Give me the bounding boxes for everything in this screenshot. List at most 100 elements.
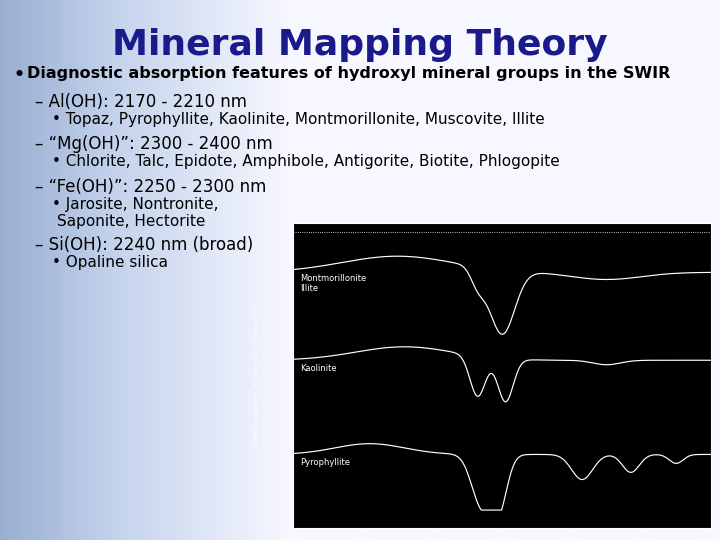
- Bar: [439, 0, 443, 540]
- Bar: [40, 0, 43, 540]
- Bar: [457, 0, 461, 540]
- Bar: [436, 0, 439, 540]
- Bar: [202, 0, 205, 540]
- Bar: [688, 0, 691, 540]
- Bar: [472, 0, 475, 540]
- Bar: [335, 0, 338, 540]
- Bar: [418, 0, 421, 540]
- Text: – Al(OH): 2170 - 2210 nm: – Al(OH): 2170 - 2210 nm: [35, 93, 247, 111]
- Bar: [324, 0, 328, 540]
- Bar: [306, 0, 310, 540]
- Bar: [223, 0, 227, 540]
- Bar: [428, 0, 432, 540]
- Bar: [173, 0, 176, 540]
- Bar: [0, 0, 4, 540]
- Bar: [356, 0, 360, 540]
- Bar: [716, 0, 720, 540]
- Bar: [331, 0, 335, 540]
- Bar: [216, 0, 220, 540]
- Bar: [310, 0, 313, 540]
- Bar: [220, 0, 223, 540]
- Bar: [227, 0, 230, 540]
- Bar: [569, 0, 572, 540]
- Bar: [97, 0, 101, 540]
- Bar: [684, 0, 688, 540]
- Bar: [108, 0, 112, 540]
- Text: • Topaz, Pyrophyllite, Kaolinite, Montmorillonite, Muscovite, Illite: • Topaz, Pyrophyllite, Kaolinite, Montmo…: [52, 112, 545, 127]
- Text: Mineral Mapping Theory: Mineral Mapping Theory: [112, 28, 608, 62]
- Bar: [266, 0, 270, 540]
- Bar: [382, 0, 385, 540]
- Bar: [29, 0, 32, 540]
- Bar: [403, 0, 407, 540]
- Bar: [605, 0, 608, 540]
- Bar: [432, 0, 436, 540]
- Text: • Jarosite, Nontronite,: • Jarosite, Nontronite,: [52, 197, 218, 212]
- Bar: [238, 0, 241, 540]
- Bar: [360, 0, 364, 540]
- Bar: [709, 0, 713, 540]
- Bar: [587, 0, 590, 540]
- Bar: [234, 0, 238, 540]
- Bar: [180, 0, 184, 540]
- Bar: [349, 0, 353, 540]
- Bar: [50, 0, 54, 540]
- Bar: [54, 0, 58, 540]
- Bar: [547, 0, 551, 540]
- Bar: [490, 0, 493, 540]
- Bar: [691, 0, 695, 540]
- Bar: [166, 0, 169, 540]
- Bar: [205, 0, 209, 540]
- Bar: [11, 0, 14, 540]
- Bar: [616, 0, 619, 540]
- Bar: [284, 0, 288, 540]
- Bar: [590, 0, 594, 540]
- Text: • Chlorite, Talc, Epidote, Amphibole, Antigorite, Biotite, Phlogopite: • Chlorite, Talc, Epidote, Amphibole, An…: [52, 154, 559, 169]
- Text: ELENV quotient:  X rod=300, Y rod=5.00: ELENV quotient: X rod=300, Y rod=5.00: [254, 304, 261, 447]
- Bar: [673, 0, 677, 540]
- Bar: [410, 0, 414, 540]
- Bar: [270, 0, 274, 540]
- Bar: [680, 0, 684, 540]
- Bar: [47, 0, 50, 540]
- Bar: [558, 0, 562, 540]
- Bar: [194, 0, 198, 540]
- Bar: [61, 0, 65, 540]
- Bar: [112, 0, 115, 540]
- Bar: [655, 0, 659, 540]
- Bar: [58, 0, 61, 540]
- Bar: [317, 0, 320, 540]
- Bar: [126, 0, 130, 540]
- Bar: [598, 0, 601, 540]
- Bar: [148, 0, 151, 540]
- Bar: [698, 0, 702, 540]
- Bar: [554, 0, 558, 540]
- Bar: [122, 0, 126, 540]
- Bar: [608, 0, 612, 540]
- Bar: [576, 0, 580, 540]
- Bar: [241, 0, 245, 540]
- Bar: [302, 0, 306, 540]
- Bar: [86, 0, 90, 540]
- Bar: [454, 0, 457, 540]
- Bar: [230, 0, 234, 540]
- Bar: [648, 0, 652, 540]
- Bar: [400, 0, 403, 540]
- Text: – “Fe(OH)”: 2250 - 2300 nm: – “Fe(OH)”: 2250 - 2300 nm: [35, 178, 266, 196]
- Bar: [626, 0, 630, 540]
- Bar: [140, 0, 144, 540]
- Bar: [421, 0, 425, 540]
- Bar: [18, 0, 22, 540]
- Bar: [328, 0, 331, 540]
- Bar: [486, 0, 490, 540]
- Bar: [670, 0, 673, 540]
- Bar: [443, 0, 446, 540]
- Bar: [475, 0, 479, 540]
- Bar: [389, 0, 392, 540]
- Text: – Si(OH): 2240 nm (broad): – Si(OH): 2240 nm (broad): [35, 236, 253, 254]
- Bar: [536, 0, 540, 540]
- Bar: [25, 0, 29, 540]
- Bar: [446, 0, 450, 540]
- Bar: [702, 0, 706, 540]
- Bar: [666, 0, 670, 540]
